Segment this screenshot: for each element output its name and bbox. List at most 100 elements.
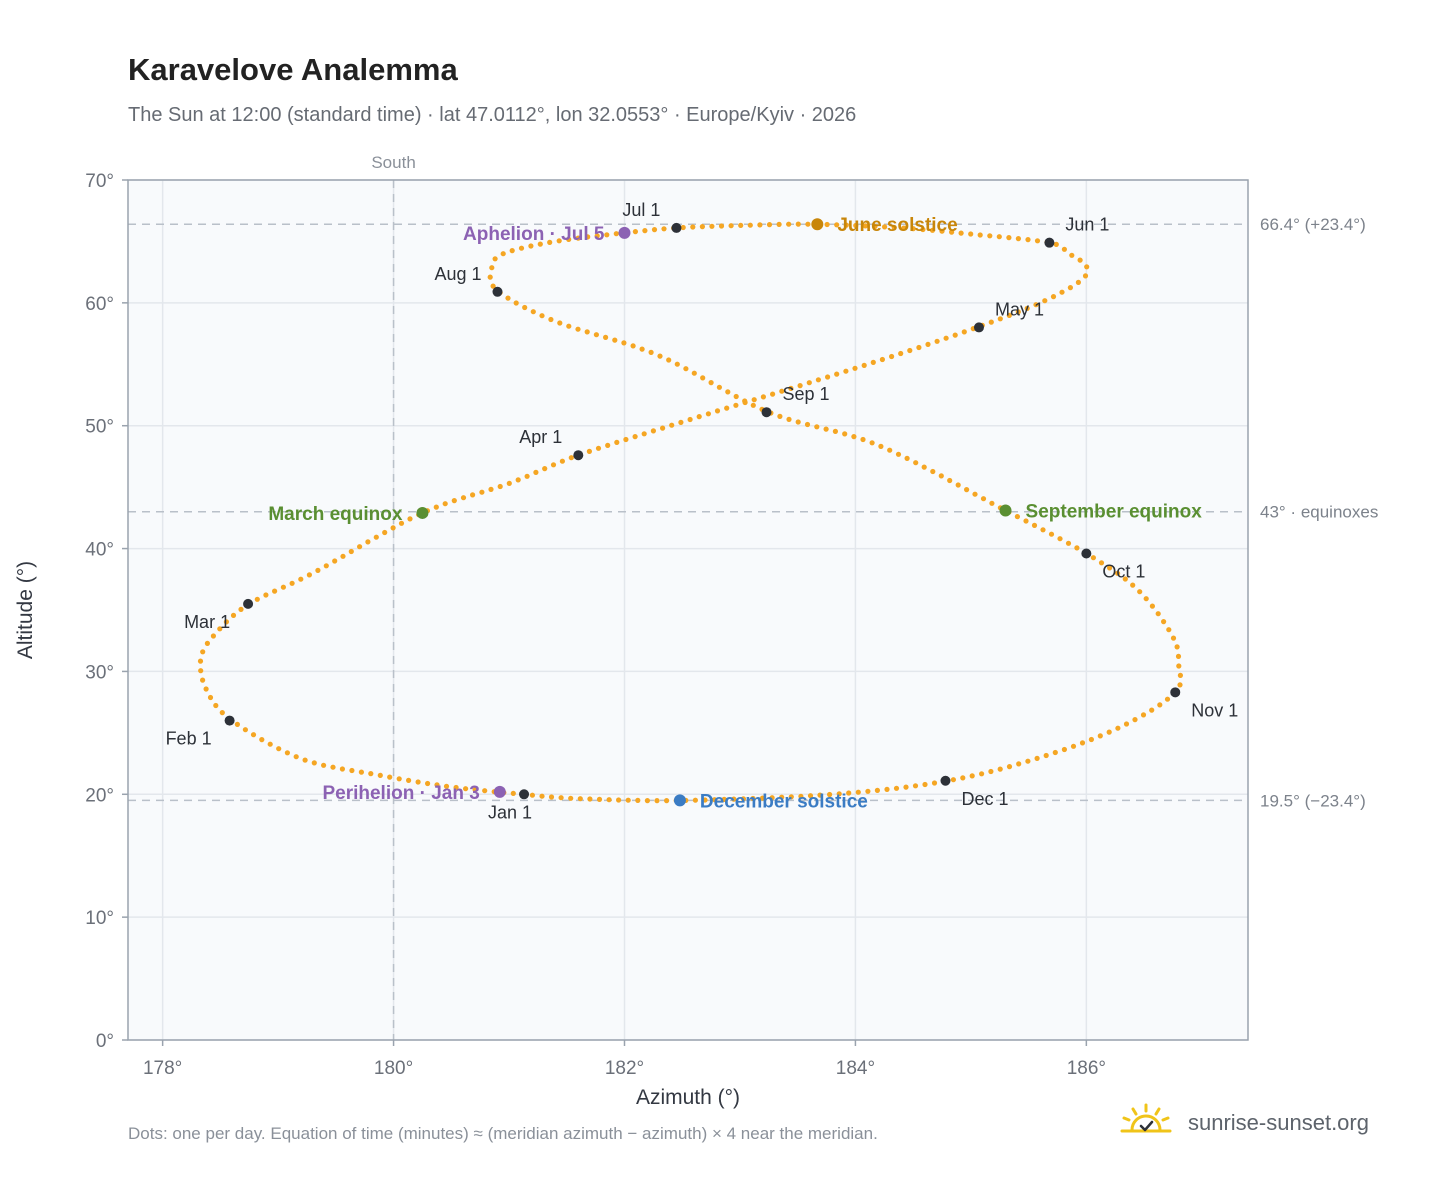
daily-sun-dot [1024,305,1030,311]
daily-sun-dot [786,221,792,227]
daily-sun-dot [644,798,651,804]
daily-sun-dot [272,588,278,594]
daily-sun-dot [280,584,286,590]
daily-sun-dot [1015,309,1021,315]
daily-sun-dot [315,567,321,574]
daily-sun-dot [901,225,907,231]
daily-sun-dot [1077,257,1083,263]
x-tick-label: 182° [605,1058,644,1079]
month-marker-label: Jun 1 [1065,215,1109,235]
daily-sun-dot [996,234,1002,240]
daily-sun-dot [884,786,890,793]
daily-sun-dot [548,316,554,323]
daily-sun-dot [1149,707,1155,713]
daily-sun-dot [537,241,543,247]
plot-frame [127,179,1249,1041]
month-marker-label: Aug 1 [434,264,481,284]
daily-sun-dot [382,529,388,536]
daily-sun-dot [340,553,346,559]
page-title: Karavelove Analemma [128,52,458,87]
daily-sun-dot [1014,514,1021,520]
reference-line-label: 66.4° (+23.4°) [1260,215,1366,234]
daily-sun-dot [798,793,804,799]
daily-sun-dot [621,340,627,346]
daily-sun-dot [904,455,910,461]
brand[interactable]: sunrise-sunset.org [1118,1102,1369,1143]
daily-sun-dot [709,223,715,229]
daily-sun-dot [557,320,563,326]
event-marker [416,506,429,519]
daily-sun-dot [614,439,620,445]
daily-sun-dot [1065,540,1072,546]
daily-sun-dot [913,460,919,466]
daily-sun-dot [1033,302,1039,308]
daily-sun-dot [276,746,282,752]
daily-sun-dot [479,489,485,495]
daily-sun-dot [1016,761,1022,767]
daily-sun-dot [950,777,957,783]
daily-sun-dot [548,794,555,800]
brand-name[interactable]: sunrise-sunset.org [1188,1109,1369,1135]
daily-sun-dot [575,326,581,332]
daily-sun-dot [987,233,993,239]
daily-sun-dot [872,223,878,229]
y-tick-label: 70° [85,171,114,192]
daily-sun-dot [989,500,995,506]
daily-sun-dot [843,222,849,228]
daily-sun-dot [961,329,967,335]
daily-sun-dot [204,640,210,647]
month-marker [224,715,235,726]
daily-sun-dot [482,788,488,794]
daily-sun-dot [547,239,553,245]
daily-sun-dot [770,391,776,397]
daily-sun-dot [230,612,237,619]
daily-sun-dot [842,431,848,437]
daily-sun-dot [198,668,204,674]
x-tick-label: 186° [1067,1058,1106,1079]
daily-sun-dot [259,737,265,743]
daily-sun-dot [358,769,364,775]
daily-sun-dot [750,402,756,408]
month-marker [671,222,682,233]
daily-sun-dot [1084,264,1090,270]
daily-sun-dot [625,797,631,803]
daily-sun-dot [365,539,371,545]
daily-sun-dot [302,757,308,763]
daily-sun-dot [934,338,940,344]
meridian-label: South [371,153,415,172]
event-marker [493,785,506,798]
daily-sun-dot [699,224,706,230]
daily-sun-dot [817,792,823,798]
daily-sun-dot [398,520,405,526]
daily-sun-dot [760,394,767,400]
daily-sun-dot [306,572,312,578]
daily-sun-dot [779,388,785,394]
daily-sun-dot [712,797,718,803]
daily-sun-dot [1061,746,1067,753]
daily-sun-dot [387,774,393,780]
daily-sun-dot [1166,627,1172,633]
event-label: September equinox [1026,501,1203,522]
daily-sun-dot [1079,740,1086,746]
daily-sun-dot [700,375,706,381]
daily-sun-dot [396,776,402,782]
daily-sun-dot [558,795,564,801]
daily-sun-dot [585,234,591,240]
daily-sun-dot [1123,721,1130,727]
daily-sun-dot [916,344,922,351]
daily-sun-dot [487,274,493,280]
month-marker-label: Jul 1 [622,200,660,220]
daily-sun-dot [642,228,648,234]
daily-sun-dot [777,413,783,419]
daily-sun-dot [568,455,574,461]
daily-sun-dot [958,230,964,236]
y-tick-label: 0° [96,1031,114,1052]
daily-sun-dot [587,796,593,802]
daily-sun-dot [289,580,295,586]
daily-sun-dot [889,353,895,360]
analemma-trail [197,221,1183,804]
daily-sun-dot [594,233,600,239]
daily-sun-dot [584,329,590,335]
daily-sun-dot [1177,682,1183,688]
